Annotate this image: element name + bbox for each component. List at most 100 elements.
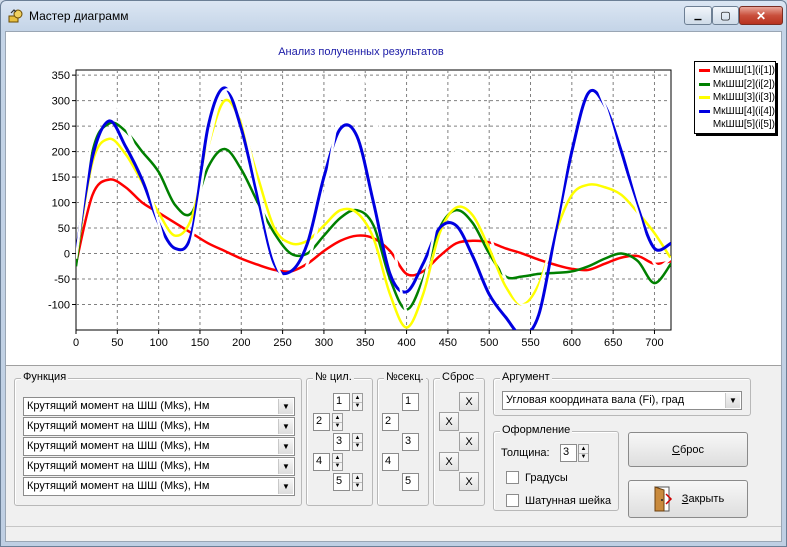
- series-line-5: [76, 71, 671, 317]
- degrees-checkbox[interactable]: [506, 471, 519, 484]
- section-number-input[interactable]: 4: [382, 453, 399, 471]
- minimize-icon: ▁: [694, 10, 702, 20]
- function-select-value: Крутящий момент на ШШ (Mks), Нм: [27, 400, 210, 412]
- function-select[interactable]: Крутящий момент на ШШ (Mks), Нм ▼: [23, 397, 295, 416]
- close-button-accel: З: [681, 493, 689, 505]
- x-tick-label: 450: [439, 337, 457, 349]
- thickness-stepper[interactable]: ▲ ▼: [578, 444, 589, 462]
- chevron-down-icon[interactable]: ▼: [278, 479, 293, 494]
- close-window-button[interactable]: ✕: [739, 6, 783, 25]
- chart-plot: 0 50 100 150 200 250 300 350 400 450 500 550 600 650 7…: [48, 69, 672, 349]
- spin-down-icon[interactable]: ▼: [354, 483, 361, 490]
- x-tick-label: 700: [645, 337, 663, 349]
- spin-down-icon[interactable]: ▼: [334, 423, 341, 430]
- reset-row-button[interactable]: X: [459, 392, 479, 411]
- x-tick-label: 0: [73, 337, 79, 349]
- thickness-label: Толщина:: [501, 447, 550, 459]
- argument-group-label: Аргумент: [500, 371, 552, 383]
- reset-group-label: Сброс: [440, 371, 476, 383]
- section-number-input[interactable]: 2: [382, 413, 399, 431]
- argument-select[interactable]: Угловая координата вала (Fi), град ▼: [502, 391, 742, 410]
- close-button-label: акрыть: [688, 493, 725, 505]
- section-number-input[interactable]: 5: [402, 473, 419, 491]
- spin-down-icon[interactable]: ▼: [354, 403, 361, 410]
- app-icon: [8, 9, 23, 23]
- cylinder-number-input[interactable]: 4: [313, 453, 330, 471]
- cylinder-number-stepper[interactable]: ▲ ▼: [352, 393, 363, 411]
- window-title: Мастер диаграмм: [29, 9, 129, 23]
- thickness-input[interactable]: 3: [560, 444, 577, 462]
- legend-item: МкШШ[1](i[1]): [699, 64, 775, 78]
- chevron-down-icon[interactable]: ▼: [278, 439, 293, 454]
- function-group-label: Функция: [21, 371, 69, 383]
- crank-journal-label: Шатунная шейка: [525, 494, 612, 507]
- cylinder-number-input[interactable]: 5: [333, 473, 350, 491]
- function-select[interactable]: Крутящий момент на ШШ (Mks), Нм ▼: [23, 477, 295, 496]
- chevron-down-icon[interactable]: ▼: [278, 419, 293, 434]
- chevron-down-icon[interactable]: ▼: [725, 393, 740, 408]
- legend-swatch: [699, 82, 710, 86]
- function-select[interactable]: Крутящий момент на ШШ (Mks), Нм ▼: [23, 417, 295, 436]
- spin-up-icon[interactable]: ▲: [353, 394, 362, 403]
- spin-up-icon[interactable]: ▲: [353, 474, 362, 483]
- spin-down-icon[interactable]: ▼: [580, 454, 587, 461]
- function-select[interactable]: Крутящий момент на ШШ (Mks), Нм ▼: [23, 457, 295, 476]
- function-select[interactable]: Крутящий момент на ШШ (Mks), Нм ▼: [23, 437, 295, 456]
- crank-checkbox-row[interactable]: Шатунная шейка: [506, 494, 611, 507]
- crank-journal-checkbox[interactable]: [506, 494, 519, 507]
- door-exit-icon: [654, 486, 672, 512]
- maximize-button[interactable]: ▢: [712, 6, 739, 25]
- legend-label: МкШШ[1](i[1]): [712, 65, 775, 77]
- x-tick-label: 100: [149, 337, 167, 349]
- spin-up-icon[interactable]: ▲: [333, 454, 342, 463]
- legend-swatch: [699, 69, 710, 73]
- legend-label: МкШШ[2](i[2]): [712, 78, 775, 90]
- spin-up-icon[interactable]: ▲: [579, 445, 588, 454]
- reset-row-button[interactable]: X: [439, 452, 459, 471]
- spin-down-icon[interactable]: ▼: [354, 443, 361, 450]
- cylinder-number-stepper[interactable]: ▲ ▼: [332, 413, 343, 431]
- x-tick-label: 400: [397, 337, 415, 349]
- x-tick-label: 150: [191, 337, 209, 349]
- legend-swatch: [699, 96, 710, 100]
- cylinder-number-input[interactable]: 3: [333, 433, 350, 451]
- cylinder-number-stepper[interactable]: ▲ ▼: [352, 433, 363, 451]
- reset-row-button[interactable]: X: [459, 472, 479, 491]
- chevron-down-icon[interactable]: ▼: [278, 459, 293, 474]
- cylinder-number-stepper[interactable]: ▲ ▼: [352, 473, 363, 491]
- legend-item: МкШШ[4](i[4]): [699, 105, 775, 119]
- spin-up-icon[interactable]: ▲: [333, 414, 342, 423]
- cylinder-number-input[interactable]: 2: [313, 413, 330, 431]
- reset-row-button[interactable]: X: [459, 432, 479, 451]
- spin-down-icon[interactable]: ▼: [334, 463, 341, 470]
- title-bar[interactable]: Мастер диаграмм ▁ ▢ ✕: [1, 1, 786, 31]
- legend-label: МкШШ[5](i[5]): [712, 119, 775, 131]
- cylinder-number-input[interactable]: 1: [333, 393, 350, 411]
- status-bar: [6, 526, 781, 541]
- x-tick-label: 650: [604, 337, 622, 349]
- section-number-input[interactable]: 1: [402, 393, 419, 411]
- legend-swatch: [699, 123, 710, 127]
- maximize-icon: ▢: [720, 10, 731, 22]
- spin-up-icon[interactable]: ▲: [353, 434, 362, 443]
- degrees-label: Градусы: [525, 471, 568, 484]
- function-select-value: Крутящий момент на ШШ (Mks), Нм: [27, 420, 210, 432]
- series-line-4: [76, 86, 671, 330]
- chart-legend: МкШШ[1](i[1]) МкШШ[2](i[2]) МкШШ[3](i[3]) М…: [694, 61, 776, 134]
- y-tick-label: 50: [58, 223, 70, 235]
- y-tick-label: 300: [52, 96, 70, 108]
- series-line-3: [76, 98, 671, 329]
- chevron-down-icon[interactable]: ▼: [278, 399, 293, 414]
- section-number-input[interactable]: 3: [402, 433, 419, 451]
- cylinder-group-label: № цил.: [313, 371, 354, 383]
- degrees-checkbox-row[interactable]: Градусы: [506, 471, 568, 484]
- x-tick-label: 550: [521, 337, 539, 349]
- minimize-button[interactable]: ▁: [684, 6, 712, 25]
- cylinder-number-stepper[interactable]: ▲ ▼: [332, 453, 343, 471]
- chart-title: Анализ полученных результатов: [278, 46, 444, 58]
- x-tick-label: 50: [111, 337, 123, 349]
- reset-row-button[interactable]: X: [439, 412, 459, 431]
